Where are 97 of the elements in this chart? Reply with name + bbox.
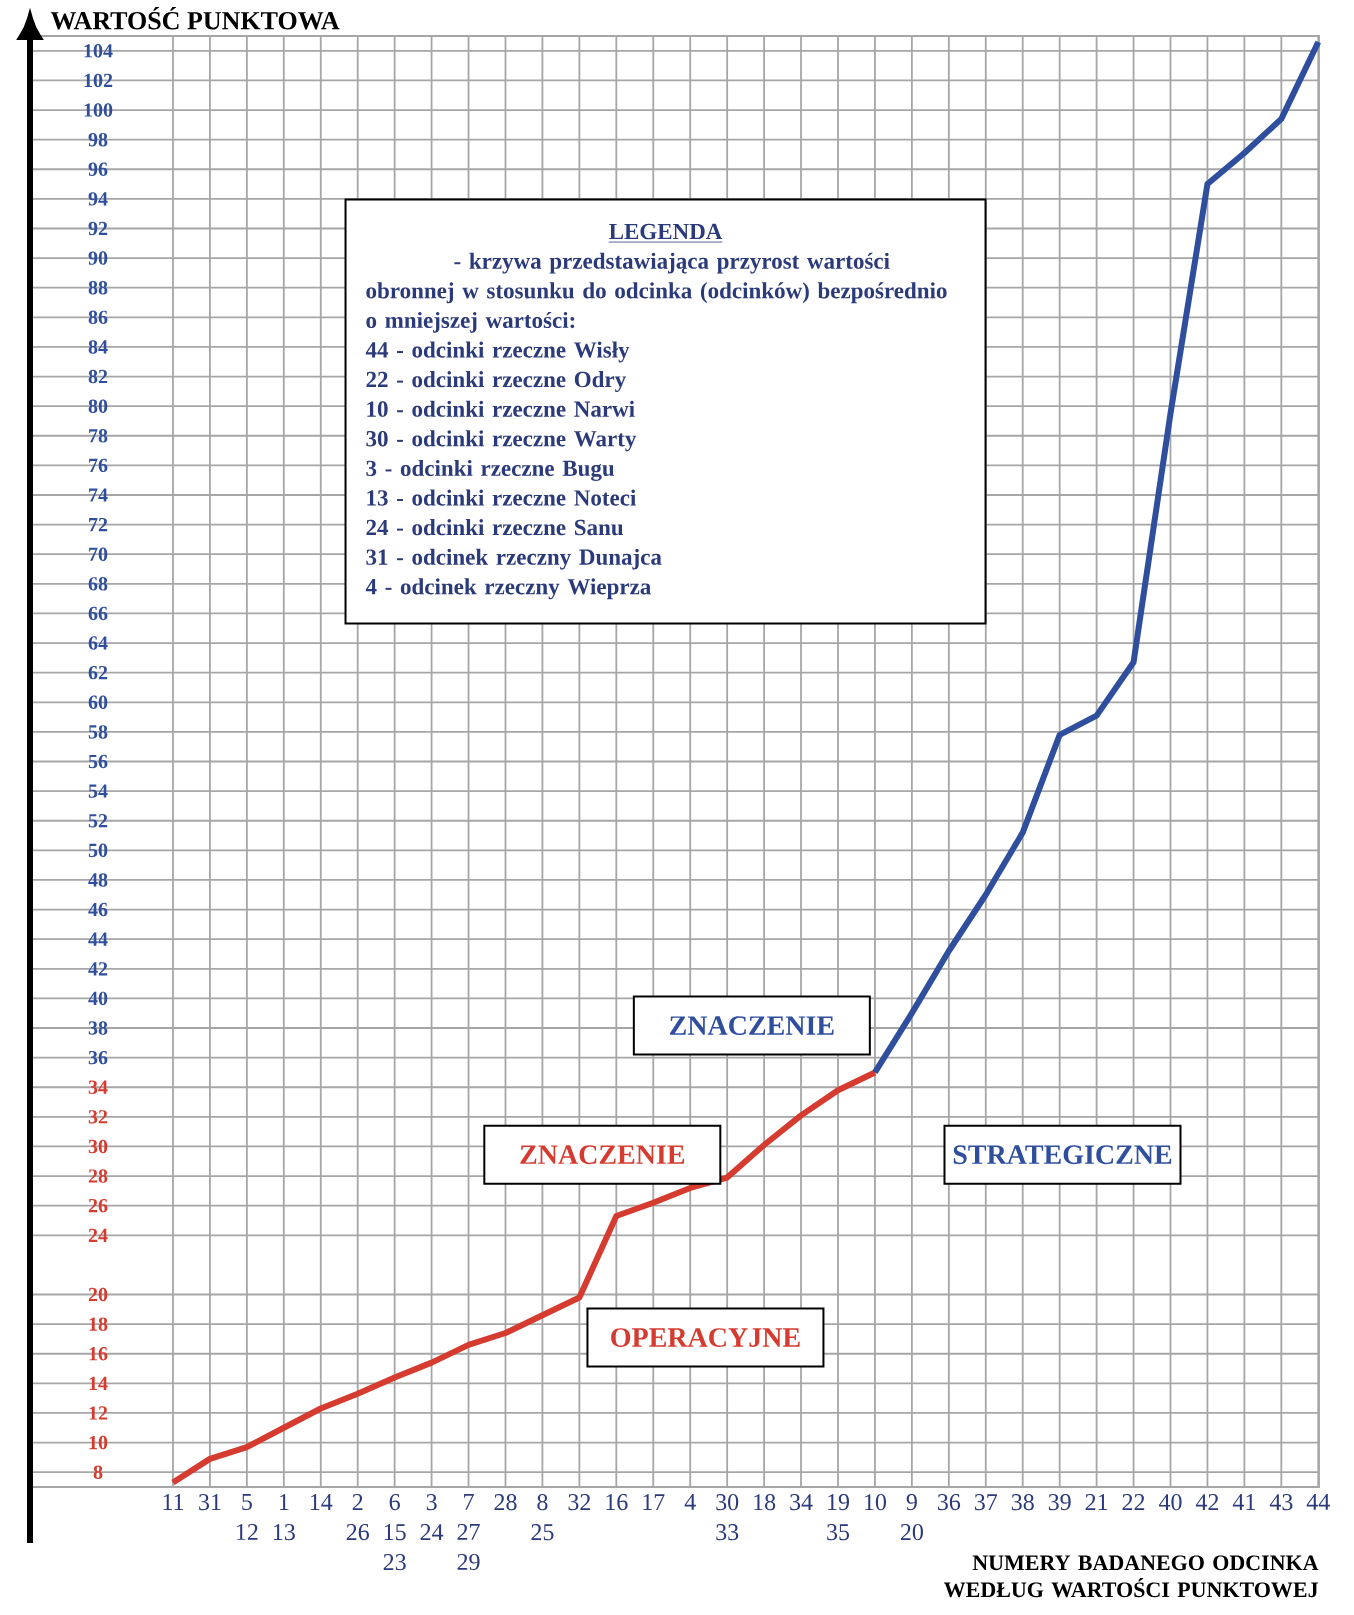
y-tick-label: 86 (88, 310, 108, 325)
x-tick-label: 18 (754, 1494, 776, 1511)
y-tick-label: 84 (88, 340, 108, 354)
annotation: 13 - odcinki rzeczne Noteci (367, 489, 637, 506)
x-tick-label: 39 (1048, 1494, 1071, 1511)
x-tick-label: 22 (1122, 1494, 1145, 1510)
y-tick-label: 94 (88, 192, 108, 206)
annotation: 22 - odcinki rzeczne Odry (366, 371, 626, 392)
y-tick-label: 42 (88, 962, 108, 976)
annotation: 24 - odcinki rzeczne Sanu (366, 519, 624, 536)
y-tick-label: 50 (88, 843, 108, 858)
x-tick-label: 6 15 23 (383, 1494, 406, 1571)
annotation: 30 - odcinki rzeczne Warty (366, 430, 637, 452)
x-tick-label: 8 25 (531, 1494, 554, 1541)
y-tick-label: 70 (89, 547, 108, 561)
x-tick-label: 28 (494, 1494, 517, 1511)
y-tick-label: 8 (93, 1465, 103, 1479)
x-tick-label: 2 26 (346, 1494, 369, 1541)
x-tick-label: 31 (199, 1494, 221, 1511)
y-tick-label: 16 (89, 1347, 108, 1361)
x-tick-label: 10 (865, 1494, 887, 1511)
y-tick-label: 28 (88, 1169, 108, 1183)
y-tick-label: 98 (88, 132, 108, 147)
x-tick-label: 30 33 (716, 1494, 739, 1541)
y-tick-label: 68 (88, 577, 108, 591)
y-tick-label: 88 (88, 280, 108, 295)
annotation: ZNACZENIE (669, 1016, 834, 1036)
x-tick-label: 14 (310, 1494, 333, 1510)
x-tick-label: 4 (684, 1494, 696, 1510)
y-tick-label: 80 (88, 399, 108, 413)
x-tick-label: 17 (643, 1494, 665, 1510)
x-tick-label: 7 27 29 (457, 1494, 480, 1570)
y-tick-label: 60 (88, 695, 108, 710)
annotation: ZNACZENIE (520, 1145, 685, 1165)
y-tick-label: 38 (88, 1021, 108, 1035)
y-tick-label: 64 (88, 636, 108, 650)
y-tick-label: 78 (89, 429, 108, 443)
y-tick-label: 102 (84, 73, 113, 88)
x-tick-label: 43 (1269, 1494, 1293, 1511)
x-tick-label: 34 (790, 1494, 813, 1511)
y-tick-label: 26 (88, 1198, 108, 1213)
x-tick-label: 9 20 (900, 1494, 923, 1541)
y-tick-label: 34 (88, 1080, 108, 1094)
x-tick-label: 42 (1195, 1494, 1219, 1510)
y-tick-label: 46 (88, 902, 108, 917)
y-tick-label: 74 (89, 488, 108, 502)
x-axis-title: NUMERY BADANEGO ODCINKA WEDŁUG WARTOŚCI PUNKTOWEJ (944, 1555, 1319, 1598)
y-tick-label: 32 (88, 1110, 108, 1124)
y-tick-label: 18 (89, 1317, 108, 1331)
y-axis-title: WARTOŚĆ PUNKTOWA (50, 6, 340, 30)
y-tick-label: 52 (88, 814, 108, 828)
y-tick-label: 30 (88, 1139, 108, 1154)
y-tick-label: 14 (89, 1376, 108, 1390)
y-tick-label: 24 (88, 1228, 108, 1242)
y-tick-label: 100 (84, 103, 113, 117)
annotation: 4 - odcinek rzeczny Wieprza (365, 578, 651, 600)
y-tick-label: 58 (88, 725, 108, 739)
annotation: - krzywa przedstawiająca przyrost wartości obronnej w stosunku do odcinka (odcinków) bezpośrednio o mniejszej wartości: (366, 252, 947, 333)
y-tick-label: 48 (88, 873, 108, 887)
annotation: STRATEGICZNE (953, 1145, 1172, 1165)
y-tick-label: 56 (88, 754, 108, 769)
y-tick-label: 104 (84, 44, 113, 58)
x-tick-label: 11 (163, 1494, 184, 1510)
y-tick-label: 96 (88, 162, 108, 176)
x-tick-label: 36 (937, 1494, 961, 1511)
y-tick-label: 40 (88, 991, 108, 1006)
annotation: LEGENDA (609, 223, 723, 240)
annotation: 44 - odcinki rzeczne Wisły (365, 341, 630, 363)
annotation: 3 - odcinki rzeczne Bugu (366, 459, 615, 481)
y-tick-label: 12 (89, 1406, 108, 1420)
x-tick-label: 37 (974, 1494, 998, 1511)
y-tick-label: 82 (88, 369, 108, 384)
y-tick-label: 76 (89, 458, 108, 473)
x-tick-label: 3 24 (420, 1494, 444, 1540)
x-tick-label: 19 35 (827, 1494, 850, 1541)
y-tick-label: 72 (89, 517, 108, 532)
x-tick-label: 44 (1306, 1494, 1330, 1510)
y-tick-label: 20 (88, 1287, 108, 1302)
y-tick-label: 92 (88, 221, 108, 236)
y-tick-label: 10 (89, 1435, 108, 1450)
x-tick-label: 16 (606, 1494, 628, 1511)
y-tick-label: 90 (88, 251, 108, 265)
x-tick-label: 41 (1232, 1494, 1255, 1510)
x-tick-label: 40 (1158, 1494, 1182, 1511)
y-tick-label: 54 (88, 784, 108, 798)
y-tick-label: 66 (88, 606, 108, 621)
y-tick-label: 44 (88, 932, 108, 946)
annotation: 31 - odcinek rzeczny Dunajca (366, 548, 662, 570)
annotation: 10 - odcinki rzeczne Narwi (367, 400, 635, 417)
x-tick-label: 32 (568, 1494, 591, 1511)
annotation: OPERACYJNE (611, 1328, 800, 1347)
x-tick-label: 1 13 (273, 1494, 295, 1541)
x-tick-label: 5 12 (236, 1494, 258, 1540)
y-tick-label: 62 (88, 665, 108, 680)
y-tick-label: 36 (88, 1050, 108, 1065)
x-tick-label: 38 (1011, 1494, 1034, 1511)
x-tick-label: 21 (1085, 1494, 1108, 1510)
